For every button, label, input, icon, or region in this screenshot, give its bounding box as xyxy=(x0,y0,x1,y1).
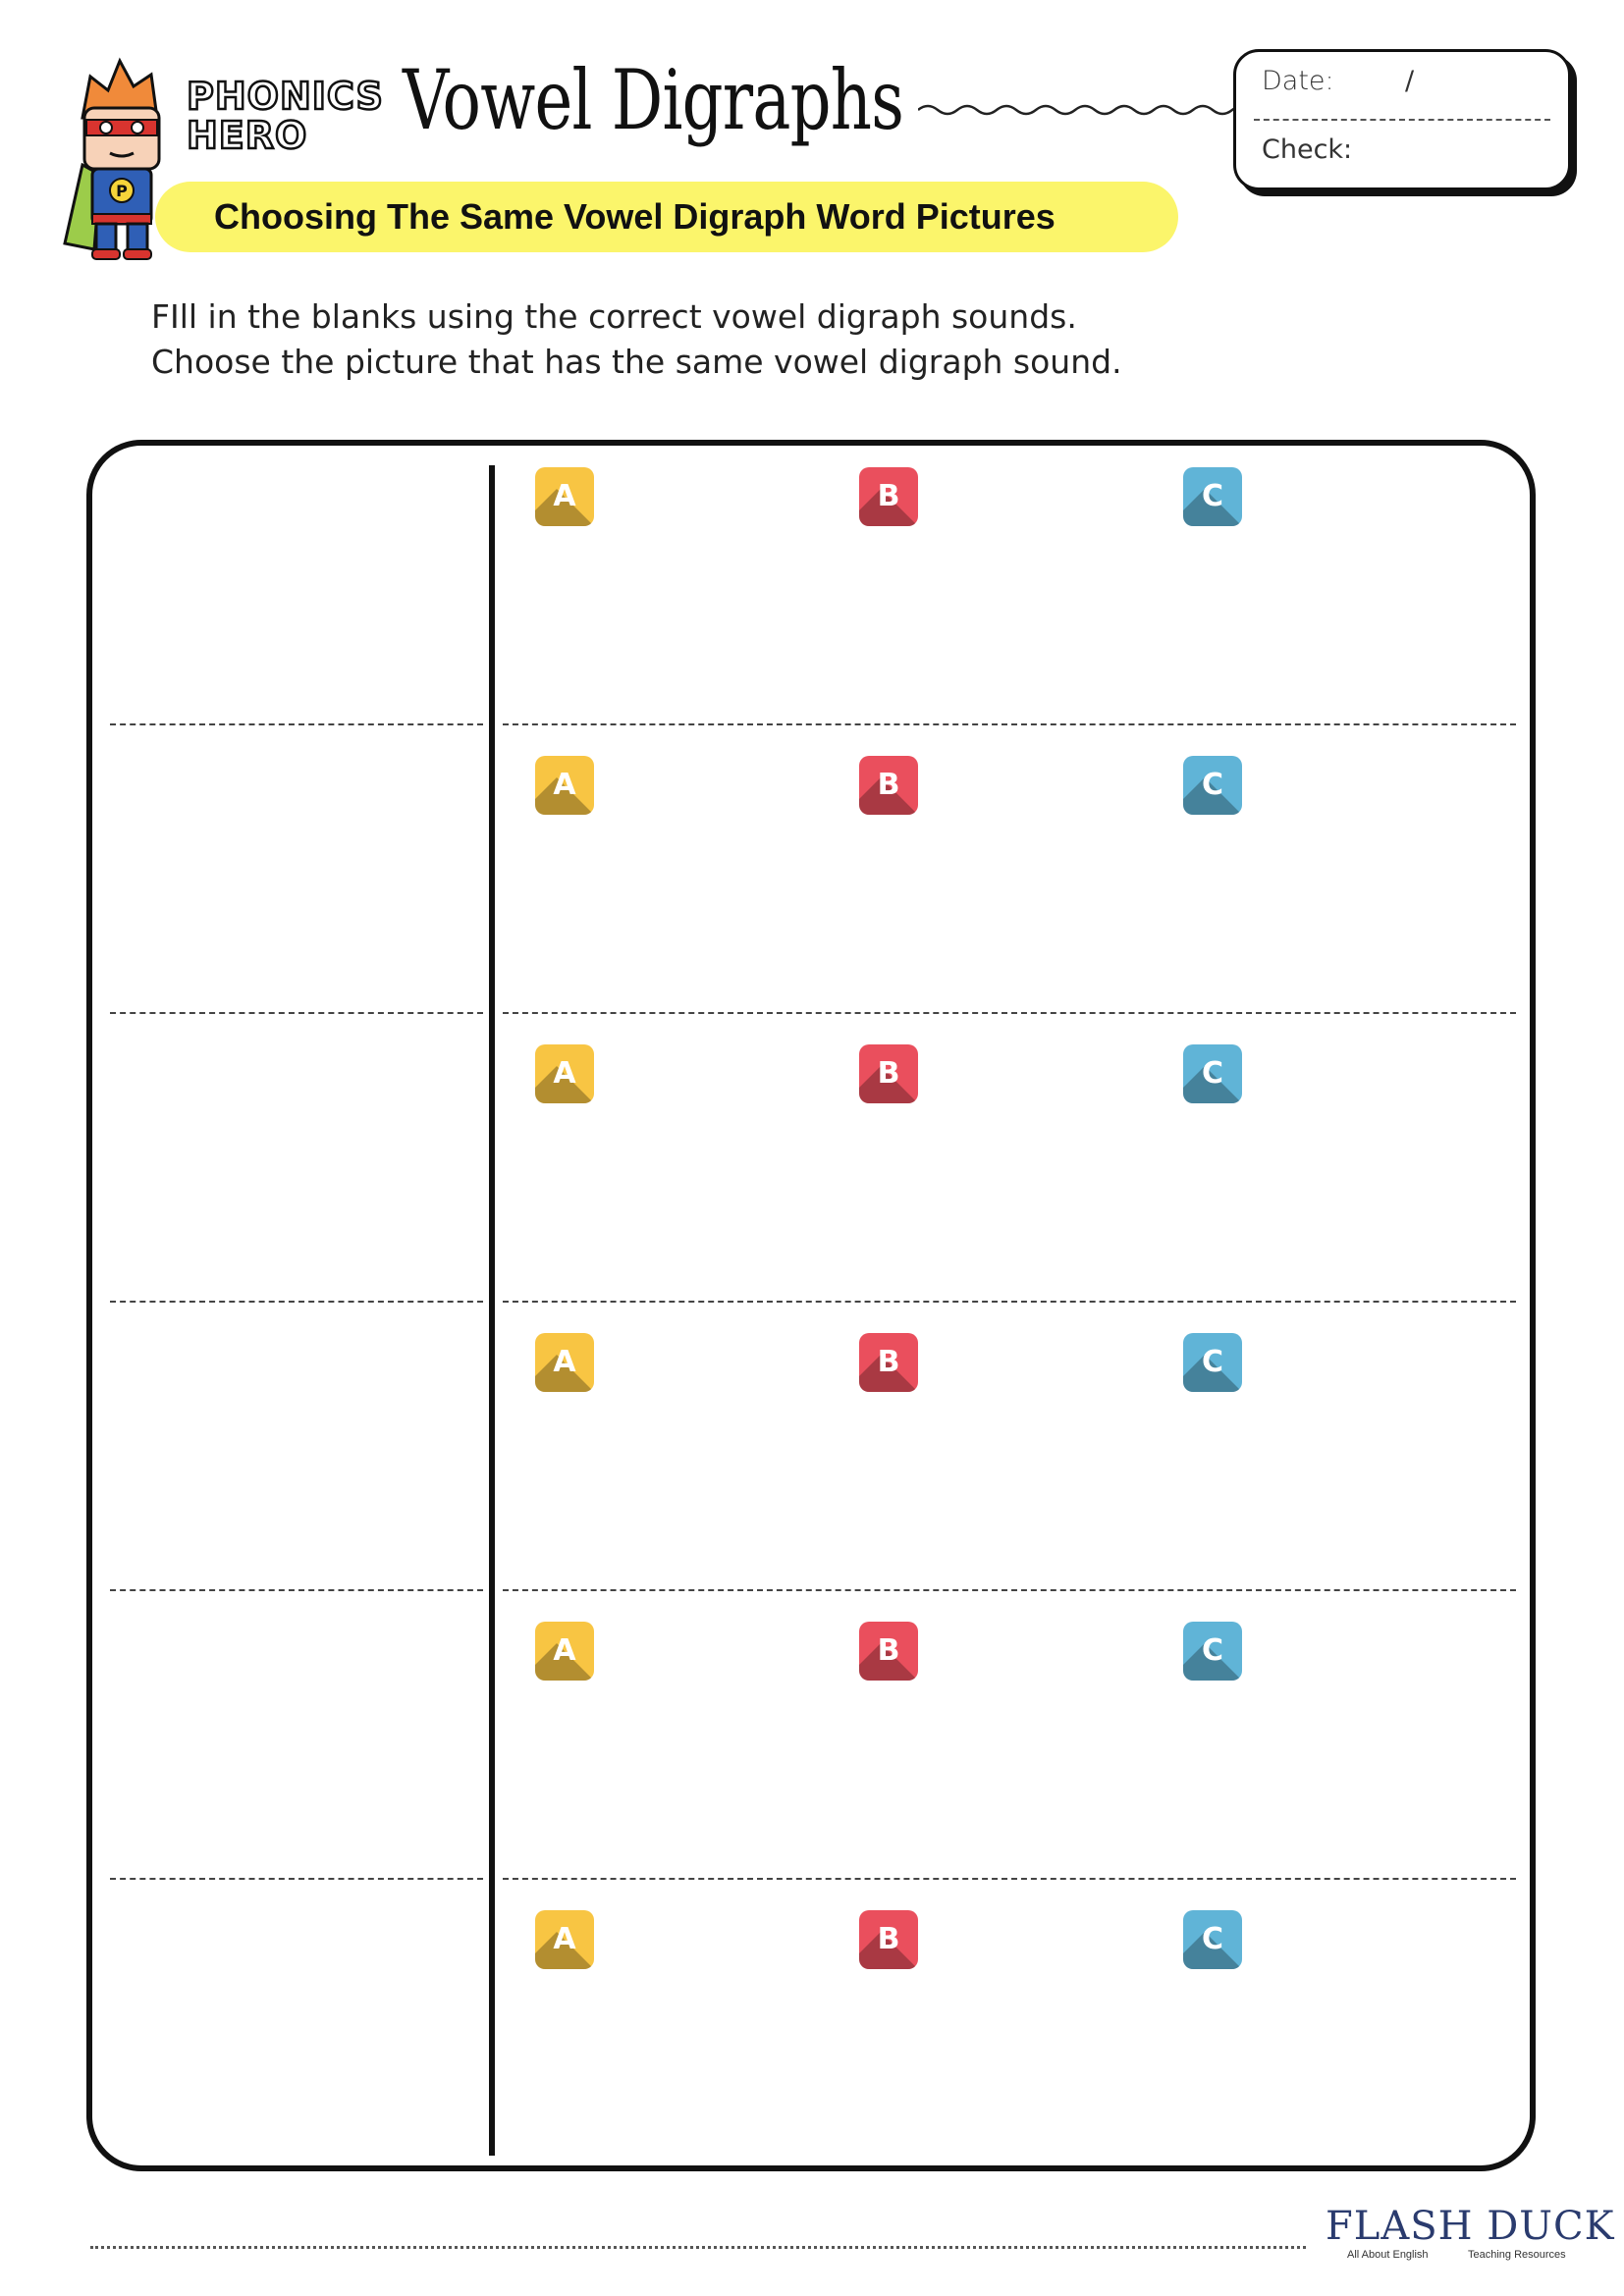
row-divider-left xyxy=(110,723,483,725)
option-letter: C xyxy=(1201,1056,1224,1091)
check-label: Check: xyxy=(1262,134,1353,165)
row-divider-right xyxy=(503,1589,1516,1591)
option-letter: B xyxy=(877,1056,900,1091)
option-a-badge[interactable]: A xyxy=(535,467,594,526)
option-b-badge[interactable]: B xyxy=(859,467,918,526)
row-divider-right xyxy=(503,723,1516,725)
subtitle: Choosing The Same Vowel Digraph Word Pic… xyxy=(214,196,1056,237)
option-letter: B xyxy=(877,768,900,802)
option-letter: A xyxy=(553,1345,576,1379)
option-c-badge[interactable]: C xyxy=(1183,1044,1242,1103)
subtitle-banner: Choosing The Same Vowel Digraph Word Pic… xyxy=(155,182,1178,252)
row-divider-right xyxy=(503,1012,1516,1014)
option-a-badge[interactable]: A xyxy=(535,1622,594,1681)
row-divider-left xyxy=(110,1012,483,1014)
flash-duck-logo: FLASH DUCK All About English Teaching Re… xyxy=(1326,2204,1613,2267)
option-letter: A xyxy=(553,1922,576,1956)
option-letter: A xyxy=(553,479,576,513)
brand-line-2: HERO xyxy=(186,114,308,157)
option-a-badge[interactable]: A xyxy=(535,1333,594,1392)
option-letter: C xyxy=(1201,768,1224,802)
row-divider-left xyxy=(110,1301,483,1303)
row-divider-left xyxy=(110,1878,483,1880)
option-letter: B xyxy=(877,1633,900,1668)
option-c-badge[interactable]: C xyxy=(1183,467,1242,526)
date-check-box: Date: / Check: xyxy=(1233,49,1571,190)
row-divider-right xyxy=(503,1878,1516,1880)
instruction-line-1: FIll in the blanks using the correct vow… xyxy=(151,297,1077,336)
option-letter: A xyxy=(553,1633,576,1668)
option-a-badge[interactable]: A xyxy=(535,756,594,815)
logo-tagline-right: Teaching Resources xyxy=(1468,2249,1566,2261)
option-letter: B xyxy=(877,479,900,513)
date-label: Date: xyxy=(1262,66,1334,96)
option-a-badge[interactable]: A xyxy=(535,1910,594,1969)
brand-line-1: PHONICS xyxy=(186,75,384,118)
page-title: Vowel Digraphs xyxy=(403,52,904,148)
row-divider-left xyxy=(110,1589,483,1591)
option-letter: B xyxy=(877,1345,900,1379)
option-letter: C xyxy=(1201,1922,1224,1956)
logo-text: FLASH DUCK xyxy=(1326,2204,1615,2249)
footer-dotted-line xyxy=(90,2246,1306,2249)
column-divider xyxy=(489,465,495,2156)
date-divider xyxy=(1254,119,1550,121)
option-b-badge[interactable]: B xyxy=(859,1333,918,1392)
option-b-badge[interactable]: B xyxy=(859,1044,918,1103)
instructions: FIll in the blanks using the correct vow… xyxy=(151,294,1122,385)
wavy-divider-icon xyxy=(918,104,1242,116)
option-b-badge[interactable]: B xyxy=(859,1910,918,1969)
option-letter: C xyxy=(1201,479,1224,513)
worksheet-panel xyxy=(86,440,1536,2171)
svg-text:P: P xyxy=(116,182,128,200)
option-a-badge[interactable]: A xyxy=(535,1044,594,1103)
option-letter: A xyxy=(553,768,576,802)
option-letter: A xyxy=(553,1056,576,1091)
option-b-badge[interactable]: B xyxy=(859,1622,918,1681)
option-c-badge[interactable]: C xyxy=(1183,1910,1242,1969)
option-letter: C xyxy=(1201,1633,1224,1668)
option-c-badge[interactable]: C xyxy=(1183,1622,1242,1681)
option-b-badge[interactable]: B xyxy=(859,756,918,815)
option-c-badge[interactable]: C xyxy=(1183,756,1242,815)
phonics-hero-mascot-icon: P xyxy=(63,57,161,260)
option-letter: B xyxy=(877,1922,900,1956)
row-divider-right xyxy=(503,1301,1516,1303)
option-letter: C xyxy=(1201,1345,1224,1379)
brand-logo: PHONICS HERO xyxy=(186,75,384,157)
option-c-badge[interactable]: C xyxy=(1183,1333,1242,1392)
instruction-line-2: Choose the picture that has the same vow… xyxy=(151,343,1122,381)
date-separator: / xyxy=(1405,66,1415,96)
logo-tagline-left: All About English xyxy=(1347,2249,1429,2261)
